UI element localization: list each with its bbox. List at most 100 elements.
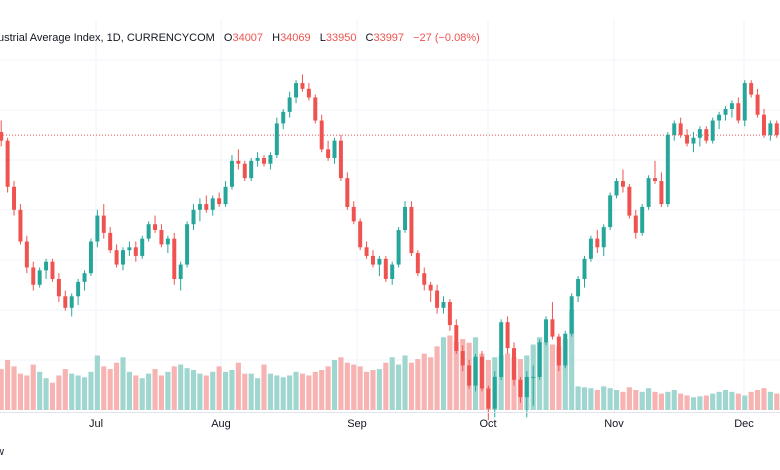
- candle: [518, 376, 523, 403]
- candle-body: [396, 230, 401, 265]
- legend-open-label: O: [223, 32, 233, 44]
- candle: [223, 181, 228, 207]
- candle-body: [191, 209, 196, 225]
- volume-bar: [222, 371, 229, 410]
- candle-body: [338, 140, 343, 179]
- footer-text: w: [0, 446, 4, 458]
- candle-body: [505, 322, 510, 349]
- candle-body: [717, 114, 722, 121]
- x-tick-jul: Jul: [88, 418, 104, 430]
- volume-bar: [505, 353, 511, 410]
- volume-bar: [62, 369, 68, 410]
- volume-bar: [261, 364, 267, 410]
- candle-body: [640, 206, 645, 233]
- candle-body: [774, 123, 779, 136]
- legend-change: −27 (−0.08%): [413, 32, 480, 44]
- candle: [345, 172, 350, 210]
- candle: [460, 345, 465, 372]
- candle: [415, 250, 420, 277]
- volume-bar: [761, 388, 767, 410]
- volume-bar: [178, 364, 184, 410]
- candle-body: [454, 325, 459, 352]
- candle-body: [390, 264, 395, 279]
- candle: [370, 250, 375, 268]
- candle-body: [492, 376, 497, 409]
- candle: [268, 152, 273, 170]
- candle-body: [76, 281, 81, 297]
- candle: [742, 80, 747, 127]
- candle-body: [659, 181, 664, 205]
- candle: [697, 126, 702, 147]
- volume-bar: [325, 366, 331, 410]
- candle-body: [345, 178, 350, 207]
- candle: [12, 181, 17, 216]
- candle: [306, 83, 311, 101]
- candle: [672, 120, 677, 141]
- volume-bar: [678, 393, 684, 410]
- volume-bar: [588, 388, 594, 410]
- candle: [172, 232, 177, 285]
- candle: [5, 137, 10, 193]
- volume-bar: [242, 373, 248, 410]
- candle-body: [185, 224, 190, 265]
- volume-bar: [152, 369, 158, 410]
- candle-body: [749, 83, 754, 95]
- candle-body: [422, 273, 427, 285]
- candle-body: [242, 163, 247, 179]
- candle-body: [678, 123, 683, 135]
- candle-body: [595, 238, 600, 248]
- candle: [229, 155, 234, 190]
- volume-bar: [133, 375, 139, 410]
- candle: [390, 261, 395, 285]
- x-tick-aug: Aug: [211, 418, 231, 430]
- candle-body: [479, 356, 484, 389]
- candle: [678, 117, 683, 138]
- candle-body: [742, 83, 747, 121]
- candle: [723, 106, 728, 121]
- candle-body: [512, 348, 516, 380]
- candle: [37, 267, 42, 288]
- legend: ustrial Average Index, 1D, CURRENCYCOM O…: [0, 32, 480, 44]
- candle: [50, 258, 55, 282]
- candle: [755, 88, 760, 118]
- candle: [294, 80, 299, 104]
- candle: [236, 149, 241, 170]
- volume-bar: [684, 395, 690, 410]
- volume-bar: [56, 375, 62, 410]
- candle-body: [56, 278, 61, 297]
- candle-body: [627, 186, 632, 216]
- volume-bar: [165, 371, 171, 410]
- volume-bar: [312, 371, 318, 410]
- candle: [358, 218, 363, 251]
- volume-bar: [742, 395, 748, 410]
- candle-body: [5, 140, 10, 187]
- volume-bar: [107, 369, 113, 410]
- candle-body: [50, 261, 55, 279]
- candle-body: [281, 111, 286, 124]
- candle-body: [370, 255, 375, 265]
- candle-body: [108, 232, 113, 251]
- candle-body: [229, 160, 234, 187]
- candle-body: [467, 365, 472, 386]
- candle-body: [326, 149, 331, 158]
- volume-bar: [338, 357, 344, 410]
- candle-body: [236, 160, 241, 164]
- candle-body: [159, 230, 164, 245]
- legend-low-label: L: [319, 32, 326, 44]
- volume-bar: [306, 375, 312, 410]
- candle: [537, 339, 542, 380]
- candle-body: [653, 178, 657, 182]
- candle-body: [306, 88, 311, 98]
- candle: [153, 215, 158, 233]
- candle: [351, 201, 356, 225]
- volume-bar: [428, 357, 434, 410]
- candle-body: [165, 238, 170, 245]
- volume-bar: [370, 370, 376, 410]
- candle-body: [31, 267, 36, 285]
- legend-high-label: H: [272, 32, 281, 44]
- candle: [114, 244, 119, 268]
- volume-bar: [24, 375, 30, 410]
- candle-body: [95, 215, 100, 242]
- candle: [473, 353, 478, 392]
